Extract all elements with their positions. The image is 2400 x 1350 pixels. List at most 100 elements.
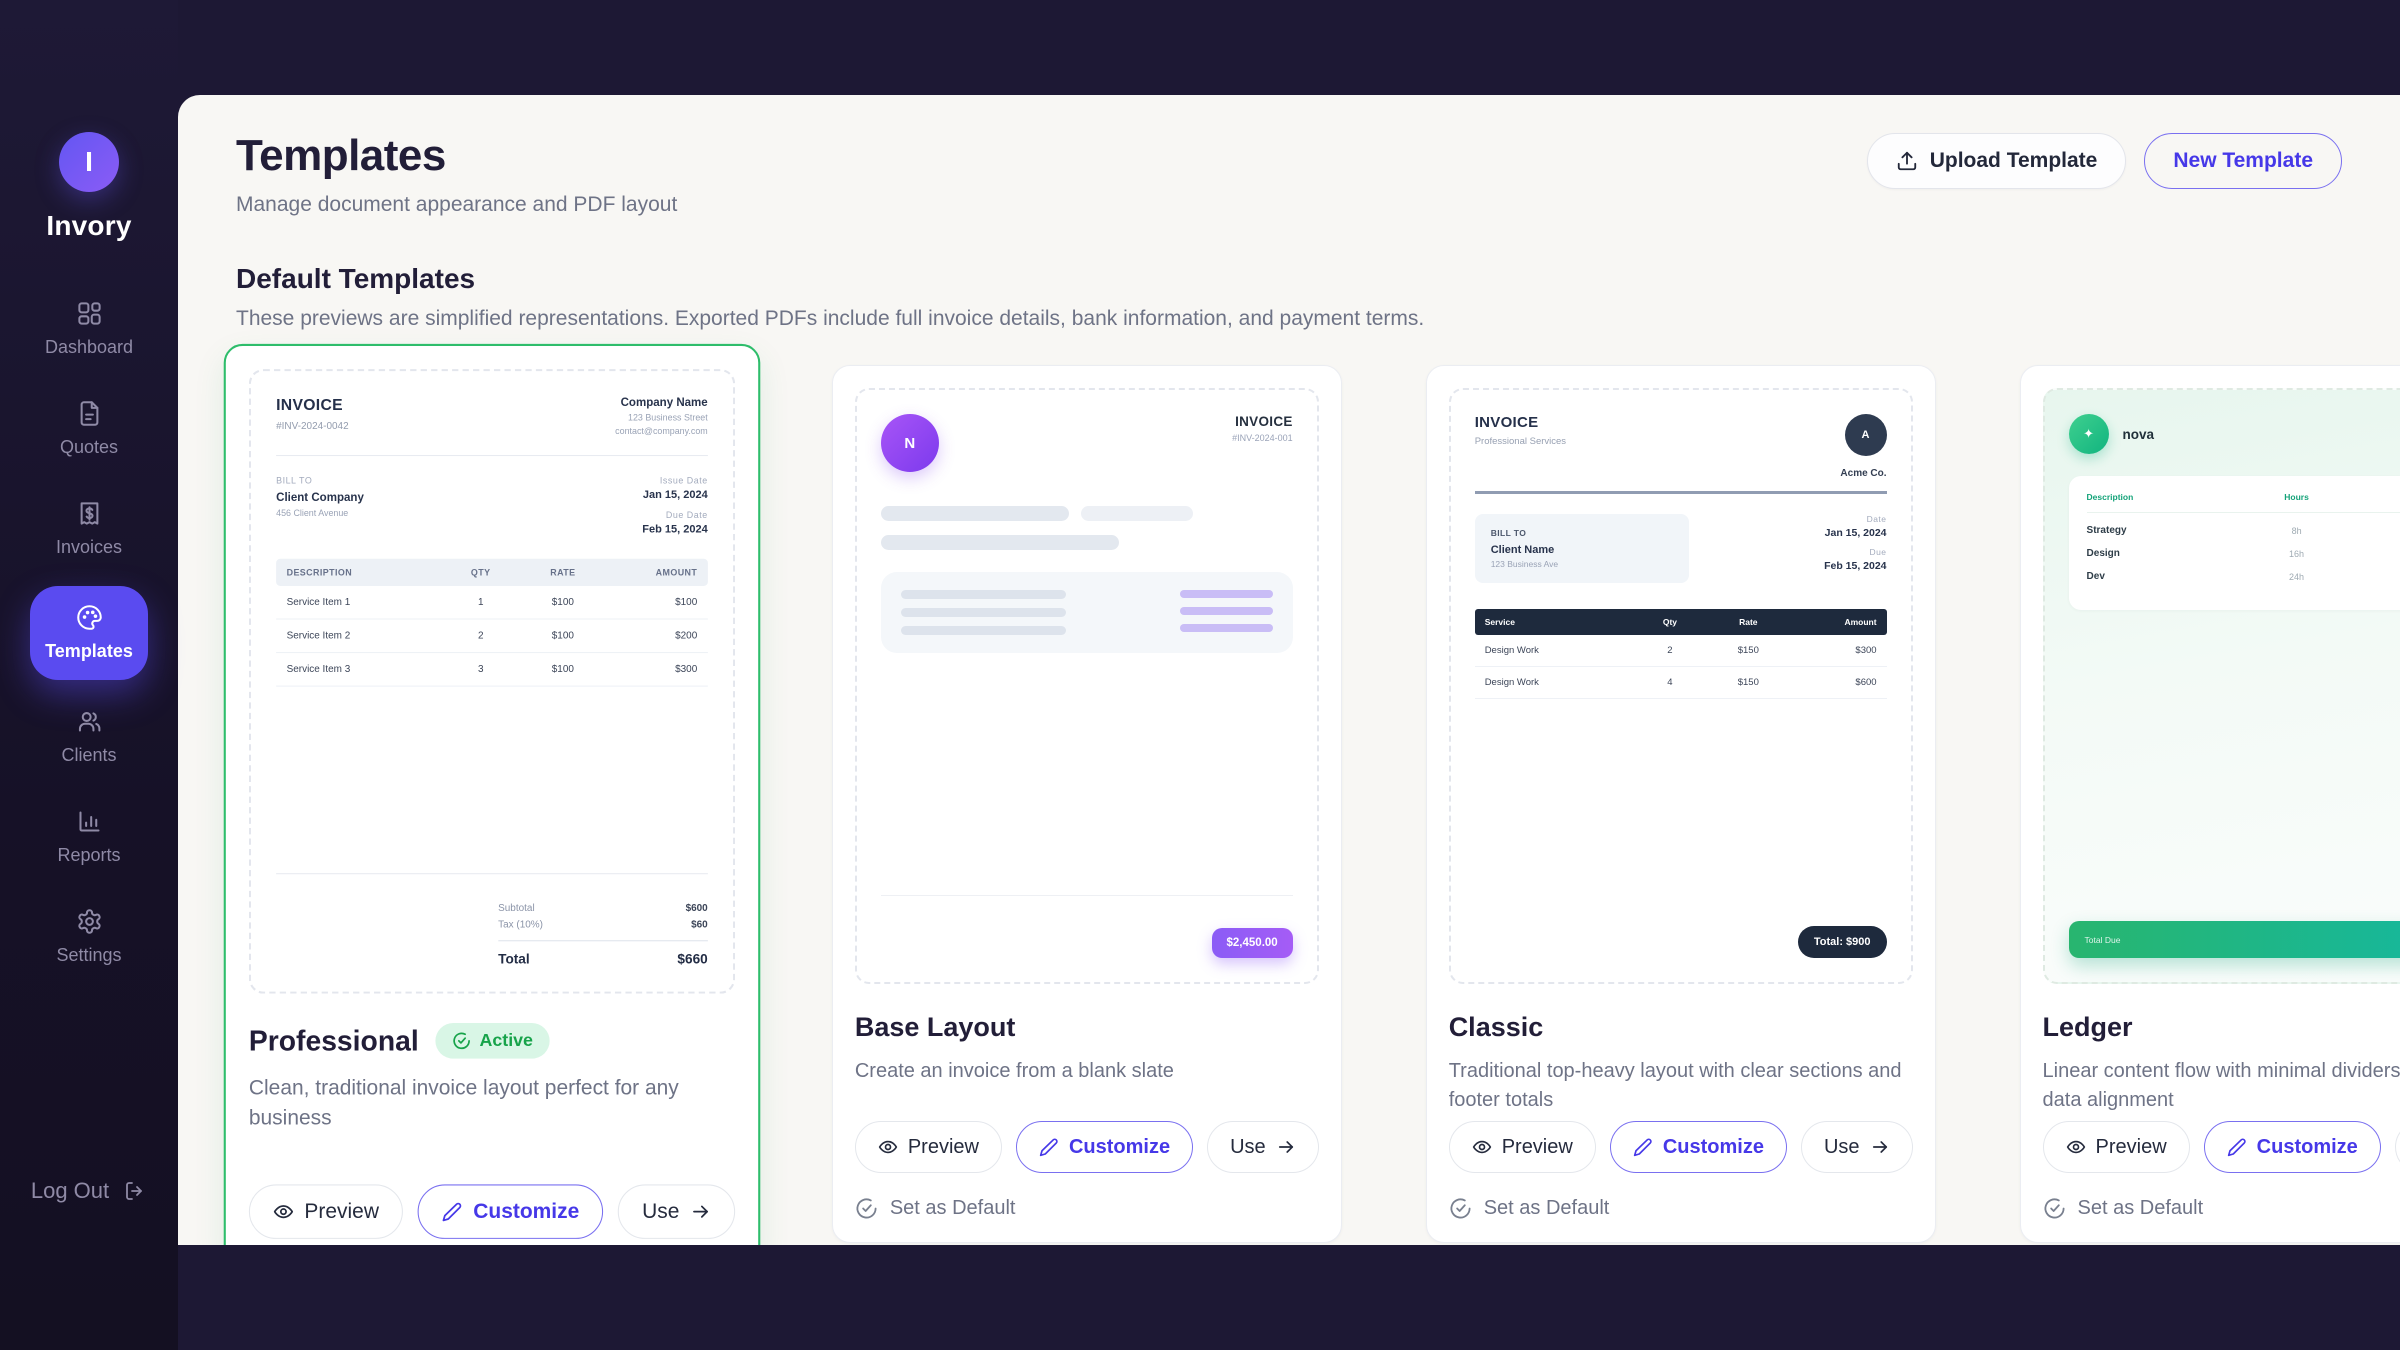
due-date-label: Due Date bbox=[665, 509, 708, 520]
bar-chart-icon bbox=[78, 811, 100, 832]
arrow-right-icon bbox=[1872, 1141, 1887, 1153]
brand-name: nova bbox=[2122, 426, 2155, 442]
sidebar: I Invory Dashboard Quotes Invoices Templ… bbox=[0, 0, 178, 1350]
tax-value: $60 bbox=[691, 919, 708, 931]
divider bbox=[276, 455, 708, 457]
total-value: $660 bbox=[677, 950, 708, 967]
sidebar-item-label: Invoices bbox=[55, 537, 123, 557]
customize-label: Customize bbox=[2256, 1135, 2358, 1158]
check-circle-icon bbox=[2044, 1198, 2065, 1219]
sidebar-item-clients[interactable]: Clients bbox=[30, 694, 148, 780]
skeleton-panel bbox=[880, 572, 1293, 653]
set-as-default-label: Set as Default bbox=[1483, 1197, 1610, 1219]
col-qty: Qty bbox=[1662, 617, 1677, 627]
col-description: Description bbox=[2086, 492, 2134, 502]
sidebar-item-label: Templates bbox=[45, 641, 133, 661]
sidebar-item-reports[interactable]: Reports bbox=[30, 794, 148, 880]
pencil-icon bbox=[1039, 1138, 1058, 1157]
due-date-value: Feb 15, 2024 bbox=[642, 523, 708, 536]
preview-button[interactable]: Preview bbox=[2042, 1121, 2190, 1173]
new-template-button[interactable]: New Template bbox=[2144, 133, 2342, 189]
set-as-default-button[interactable]: Set as Default bbox=[1449, 1197, 1913, 1220]
set-as-default-label: Set as Default bbox=[2077, 1197, 2204, 1219]
preview-button[interactable]: Preview bbox=[248, 1184, 404, 1239]
app-name: Invory bbox=[46, 210, 132, 241]
card-description: Create an invoice from a blank slate bbox=[854, 1060, 1174, 1082]
page-header: Templates Manage document appearance and… bbox=[236, 131, 2342, 217]
logout-button[interactable]: Log Out bbox=[31, 1178, 147, 1204]
table-row: Service Item 3 3 $100 $300 bbox=[276, 653, 708, 687]
check-circle-icon bbox=[856, 1198, 877, 1219]
customize-button[interactable]: Customize bbox=[1609, 1121, 1787, 1173]
use-label: Use bbox=[642, 1199, 680, 1223]
set-as-default-button[interactable]: Set as Default bbox=[2043, 1197, 2400, 1220]
client-name: Client Company bbox=[276, 491, 364, 505]
use-button[interactable]: Use bbox=[1207, 1121, 1319, 1173]
subtotal-label: Subtotal bbox=[498, 902, 535, 915]
skeleton-bar bbox=[880, 535, 1119, 550]
use-button[interactable]: Use bbox=[618, 1184, 735, 1239]
card-title: Ledger bbox=[2042, 1012, 2133, 1042]
card-actions: Preview Customize Use bbox=[2042, 1121, 2400, 1173]
invoice-line-items-table: DESCRIPTION QTY RATE AMOUNT Service Item… bbox=[276, 558, 708, 687]
card-actions: Preview Customize Use bbox=[248, 1184, 735, 1239]
col-amount: Amount bbox=[1844, 617, 1877, 627]
logout-label: Log Out bbox=[30, 1178, 110, 1203]
gear-icon bbox=[77, 909, 101, 934]
subtotal-value: $600 bbox=[685, 902, 708, 915]
col-amount: AMOUNT bbox=[655, 567, 698, 578]
header-actions: Upload Template New Template bbox=[1866, 133, 2342, 189]
invoice-line-items-table: Service Qty Rate Amount Design Work 2 $1… bbox=[1474, 609, 1887, 699]
customize-button[interactable]: Customize bbox=[1015, 1121, 1194, 1173]
divider bbox=[880, 895, 1293, 896]
use-button[interactable]: Use bbox=[2394, 1121, 2400, 1173]
company-name: Company Name bbox=[620, 396, 708, 409]
col-amount: Amount bbox=[2352, 492, 2400, 502]
card-actions: Preview Customize Use bbox=[1448, 1121, 1913, 1173]
eye-icon bbox=[2066, 1140, 2085, 1154]
sidebar-item-templates[interactable]: Templates bbox=[30, 586, 148, 680]
client-address: 456 Client Avenue bbox=[276, 507, 349, 518]
col-service: Service bbox=[1484, 617, 1515, 627]
preview-label: Preview bbox=[907, 1135, 979, 1158]
due-label: Due bbox=[1869, 547, 1887, 557]
template-card-base-layout: N INVOICE #INV-2024-001 bbox=[831, 365, 1342, 1243]
skeleton-bar bbox=[1080, 506, 1193, 521]
card-description: Clean, traditional invoice layout perfec… bbox=[248, 1076, 679, 1130]
sidebar-item-settings[interactable]: Settings bbox=[30, 894, 148, 980]
skeleton-line bbox=[900, 590, 1066, 599]
customize-button[interactable]: Customize bbox=[417, 1184, 604, 1239]
sidebar-item-quotes[interactable]: Quotes bbox=[30, 386, 148, 472]
customize-label: Customize bbox=[473, 1199, 580, 1223]
eye-icon bbox=[878, 1140, 898, 1154]
customize-label: Customize bbox=[1662, 1135, 1764, 1158]
customize-button[interactable]: Customize bbox=[2203, 1121, 2381, 1173]
upload-template-button[interactable]: Upload Template bbox=[1866, 133, 2127, 189]
app-logo-letter: I bbox=[85, 146, 93, 177]
use-label: Use bbox=[1230, 1135, 1266, 1158]
divider bbox=[1474, 491, 1887, 494]
sidebar-item-dashboard[interactable]: Dashboard bbox=[30, 286, 148, 372]
card-description: Traditional top-heavy layout with clear … bbox=[1448, 1060, 1902, 1111]
template-preview-base-layout: N INVOICE #INV-2024-001 bbox=[854, 388, 1319, 984]
eye-icon bbox=[273, 1205, 294, 1219]
col-rate: RATE bbox=[550, 567, 576, 578]
sidebar-item-invoices[interactable]: Invoices bbox=[30, 486, 148, 572]
pencil-icon bbox=[2227, 1138, 2246, 1157]
company-email: contact@company.com bbox=[615, 425, 708, 437]
invoice-subtitle: Professional Services bbox=[1474, 436, 1567, 447]
brand-avatar: ✦ bbox=[2068, 414, 2109, 454]
card-title: Professional bbox=[248, 1024, 419, 1057]
invoice-number: #INV-2024-0042 bbox=[276, 420, 349, 432]
invoice-number: #INV-2024-001 bbox=[1232, 433, 1293, 443]
ledger-table-panel: Description Hours Amount Strategy 8h $12… bbox=[2068, 476, 2400, 610]
preview-button[interactable]: Preview bbox=[1448, 1121, 1596, 1173]
check-circle-icon bbox=[1450, 1198, 1471, 1219]
dashboard-grid-icon bbox=[77, 302, 101, 325]
use-button[interactable]: Use bbox=[1800, 1121, 1913, 1173]
avatar: A bbox=[1844, 414, 1887, 456]
card-description: Linear content flow with minimal divider… bbox=[2042, 1060, 2400, 1111]
set-as-default-button[interactable]: Set as Default bbox=[855, 1197, 1319, 1220]
divider bbox=[276, 873, 708, 875]
preview-button[interactable]: Preview bbox=[854, 1121, 1002, 1173]
